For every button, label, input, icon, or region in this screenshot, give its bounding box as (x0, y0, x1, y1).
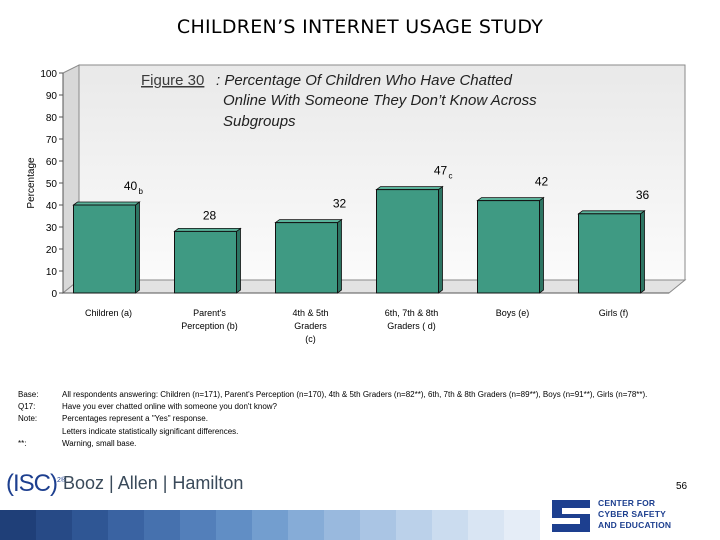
x-tick-label: 6th, 7th & 8th (385, 308, 439, 318)
note-key: Base: (18, 390, 39, 399)
y-tick-label: 0 (51, 289, 57, 300)
x-tick-label: 4th & 5th (292, 308, 328, 318)
ccse-logo-text: CENTER FOR CYBER SAFETY AND EDUCATION (598, 498, 672, 530)
strip-segment (396, 510, 432, 540)
chart-notes: Base: All respondents answering: Children… (18, 389, 682, 450)
note-text: All respondents answering: Children (n=1… (62, 390, 648, 399)
bar (577, 210, 646, 294)
strip-segment (468, 510, 504, 540)
x-tick-label: Girls (f) (599, 308, 629, 318)
note-row: Q17: Have you ever chatted online with so… (18, 401, 682, 413)
chart-title-line-2: Online With Someone They Don’t Know Acro… (223, 92, 537, 109)
x-tick-label: Graders (294, 321, 327, 331)
note-row: Letters indicate statistically significa… (18, 426, 682, 438)
strip-segment (288, 510, 324, 540)
strip-segment (144, 510, 180, 540)
note-key (18, 426, 62, 438)
bar-value-label: 42 (535, 175, 549, 189)
chart-title-line-3: Subgroups (223, 113, 296, 130)
note-key: Note: (18, 414, 38, 424)
y-tick-label: 20 (46, 245, 58, 256)
chart-title-line-1: : Percentage Of Children Who Have Chatte… (216, 72, 513, 89)
bar-value-label: 47 (434, 164, 448, 178)
y-tick-label: 30 (46, 223, 58, 234)
x-tick-label: Children (a) (85, 308, 132, 318)
strip-segment (108, 510, 144, 540)
y-axis-label: Percentage (26, 157, 37, 209)
x-tick-label: Parent's (193, 308, 226, 318)
booz-allen-hamilton-logo: Booz | Allen | Hamilton (63, 473, 244, 493)
strip-segment (432, 510, 468, 540)
isc2-logo: (ISC)2® (6, 470, 67, 497)
y-tick-label: 70 (46, 135, 58, 146)
note-text: Percentages represent a "Yes" response. (62, 414, 208, 424)
note-row: Base: All respondents answering: Children… (18, 389, 682, 401)
note-text: Have you ever chatted online with someon… (62, 402, 277, 412)
ccse-logo-icon (546, 494, 714, 538)
y-tick-label: 90 (46, 91, 58, 102)
note-row: Note: Percentages represent a "Yes" respo… (18, 413, 682, 425)
strip-segment (324, 510, 360, 540)
page-number: 56 (676, 481, 688, 492)
strip-segment (216, 510, 252, 540)
y-tick-label: 80 (46, 113, 58, 124)
bar (274, 218, 343, 294)
bar (72, 201, 141, 294)
bar (375, 185, 444, 294)
chart-figure-label: Figure 30 (141, 72, 204, 89)
strip-segment (0, 510, 36, 540)
strip-segment (36, 510, 72, 540)
slide-title: CHILDREN’S INTERNET USAGE STUDY (176, 16, 544, 38)
bar (476, 196, 545, 294)
note-text: Letters indicate statistically significa… (62, 426, 239, 436)
note-key: Q17: (18, 402, 36, 412)
strip-segment (72, 510, 108, 540)
y-tick-label: 40 (46, 201, 58, 212)
bar-value-label: 32 (333, 197, 347, 211)
strip-segment (504, 510, 540, 540)
bar (173, 227, 242, 294)
strip-segment (180, 510, 216, 540)
y-tick-label: 10 (46, 267, 58, 278)
x-tick-label: Perception (b) (181, 321, 238, 331)
bar-value-label: 40 (124, 179, 138, 193)
bar-value-label: 36 (636, 188, 650, 202)
significance-letter: b (139, 187, 144, 196)
note-text: Warning, small base. (62, 438, 137, 448)
x-tick-label: (c) (305, 334, 316, 344)
bar-value-label: 28 (203, 208, 217, 222)
footer-color-strip (0, 510, 540, 540)
note-row: **: Warning, small base. (18, 438, 682, 450)
y-tick-label: 50 (46, 179, 58, 190)
strip-segment (360, 510, 396, 540)
y-tick-label: 100 (40, 69, 57, 80)
strip-segment (252, 510, 288, 540)
y-tick-label: 60 (46, 157, 58, 168)
note-key: **: (18, 438, 27, 448)
x-tick-label: Boys (e) (496, 308, 530, 318)
x-tick-label: Graders ( d) (387, 321, 436, 331)
significance-letter: c (449, 172, 453, 181)
